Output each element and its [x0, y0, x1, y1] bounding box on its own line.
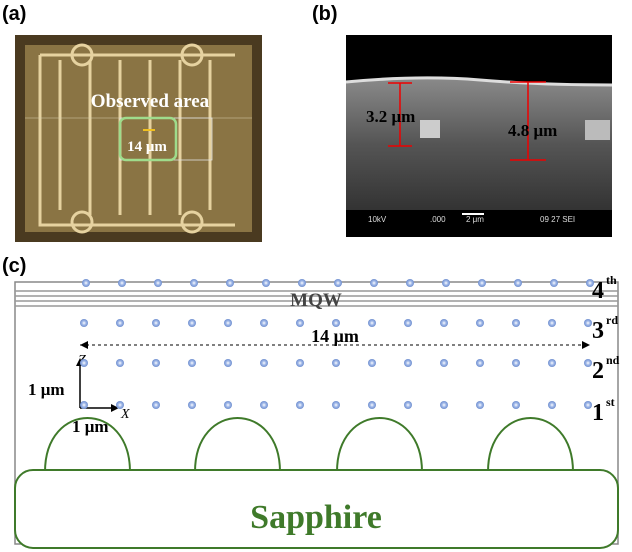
observation-point	[260, 401, 268, 409]
observation-point	[224, 401, 232, 409]
observation-point	[190, 279, 198, 287]
observation-point	[332, 359, 340, 367]
observation-point	[368, 401, 376, 409]
observation-point	[188, 401, 196, 409]
observation-point	[116, 319, 124, 327]
observation-point	[440, 319, 448, 327]
sem-photo	[346, 35, 612, 237]
observation-point	[188, 319, 196, 327]
observation-point	[476, 359, 484, 367]
observation-point	[478, 279, 486, 287]
observation-point	[512, 401, 520, 409]
observation-point	[404, 319, 412, 327]
measurement: 3.2 μm	[366, 107, 415, 126]
observation-point	[512, 319, 520, 327]
observation-point	[80, 359, 88, 367]
observation-point	[116, 401, 124, 409]
span-label: 14 μm	[311, 326, 359, 346]
layer-suffix: rd	[606, 313, 618, 327]
observation-point	[440, 401, 448, 409]
observation-point	[332, 401, 340, 409]
layer-number: 3	[592, 318, 604, 344]
step-label: 1 μm	[72, 417, 109, 436]
observation-point	[226, 279, 234, 287]
observation-point	[584, 319, 592, 327]
observation-point	[476, 401, 484, 409]
observation-point	[80, 319, 88, 327]
sem-info: 2 μm	[466, 215, 484, 224]
observation-point	[584, 401, 592, 409]
panel-label: (a)	[2, 3, 26, 25]
observation-point	[584, 359, 592, 367]
observation-point	[260, 319, 268, 327]
observation-point	[296, 401, 304, 409]
figure: (a) Observed area 14 μm (b) 3.2 μm 4.8 μ…	[0, 0, 632, 552]
observation-point	[442, 279, 450, 287]
step-label: 1 μm	[28, 380, 65, 399]
observation-point	[224, 359, 232, 367]
axis-label: X	[120, 407, 130, 422]
layer-suffix: th	[606, 273, 617, 287]
observation-point	[80, 401, 88, 409]
observation-point	[224, 319, 232, 327]
observation-point	[514, 279, 522, 287]
observation-point	[82, 279, 90, 287]
observation-point	[118, 279, 126, 287]
annotation: Observed area	[91, 91, 210, 112]
observation-point	[550, 279, 558, 287]
observation-point	[152, 401, 160, 409]
observation-point	[188, 359, 196, 367]
observation-point	[152, 359, 160, 367]
observation-point	[260, 359, 268, 367]
layer-suffix: nd	[606, 353, 620, 367]
observation-point	[116, 359, 124, 367]
mqw-label: MQW	[290, 290, 342, 311]
sem-info: 09 27 SEI	[540, 215, 575, 224]
observation-point	[440, 359, 448, 367]
observation-point	[370, 279, 378, 287]
observation-point	[154, 279, 162, 287]
panel-label: (c)	[2, 255, 26, 277]
observation-point	[296, 359, 304, 367]
observation-point	[548, 359, 556, 367]
measurement: 4.8 μm	[508, 121, 557, 140]
observation-point	[548, 401, 556, 409]
observation-point	[512, 359, 520, 367]
substrate-label: Sapphire	[250, 499, 382, 536]
sem-info: .000	[430, 215, 446, 224]
observation-point	[332, 319, 340, 327]
observation-point	[152, 319, 160, 327]
observation-point	[548, 319, 556, 327]
observation-point	[404, 359, 412, 367]
panel-label: (b)	[312, 3, 338, 25]
observation-point	[476, 319, 484, 327]
observation-point	[298, 279, 306, 287]
observation-point	[368, 359, 376, 367]
observation-point	[406, 279, 414, 287]
observation-point	[262, 279, 270, 287]
scale-label: 14 μm	[127, 139, 167, 155]
layer-number: 2	[592, 358, 604, 384]
observation-point	[586, 279, 594, 287]
observation-point	[404, 401, 412, 409]
layer-suffix: st	[606, 395, 615, 409]
sem-info: 10kV	[368, 215, 387, 224]
observation-point	[296, 319, 304, 327]
observation-point	[334, 279, 342, 287]
observation-point	[368, 319, 376, 327]
layer-number: 1	[592, 400, 604, 426]
